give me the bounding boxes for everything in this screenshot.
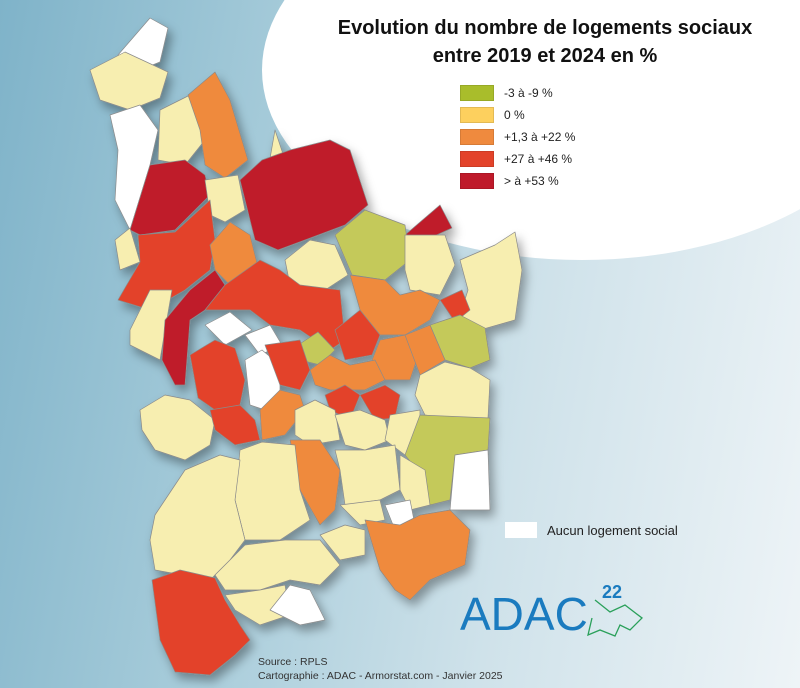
logo-superscript: 22 xyxy=(602,582,622,602)
adac-logo: ADAC 22 xyxy=(460,582,643,640)
commune[interactable] xyxy=(149,454,246,581)
legend-label: 0 % xyxy=(504,108,525,122)
legend-item: > à +53 % xyxy=(460,170,575,192)
commune[interactable] xyxy=(449,449,491,511)
commune[interactable] xyxy=(187,71,249,179)
legend-swatch xyxy=(460,85,494,101)
commune[interactable] xyxy=(161,269,226,386)
commune[interactable] xyxy=(209,404,261,446)
commune[interactable] xyxy=(334,444,401,506)
legend-item: 0 % xyxy=(460,104,575,126)
commune[interactable] xyxy=(89,51,169,111)
title-background xyxy=(262,0,800,260)
commune[interactable] xyxy=(157,94,206,166)
commune[interactable] xyxy=(294,399,341,446)
legend-swatch xyxy=(460,107,494,123)
commune[interactable] xyxy=(339,499,386,526)
legend-label: > à +53 % xyxy=(504,174,559,188)
source-note: Source : RPLS Cartographie : ADAC - Armo… xyxy=(258,655,503,683)
legend-no-housing: Aucun logement social xyxy=(505,522,678,538)
legend-swatch xyxy=(460,129,494,145)
commune[interactable] xyxy=(204,311,253,346)
commune[interactable] xyxy=(404,324,446,376)
commune[interactable] xyxy=(364,509,471,601)
title-line-1: Evolution du nombre de logements sociaux xyxy=(337,17,753,39)
commune[interactable] xyxy=(151,569,251,676)
commune[interactable] xyxy=(189,339,246,411)
legend-swatch xyxy=(460,173,494,189)
legend-item: +27 à +46 % xyxy=(460,148,575,170)
map-title: Evolution du nombre de logements sociaux… xyxy=(300,14,790,70)
legend-swatch xyxy=(505,522,537,538)
legend-item: -3 à -9 % xyxy=(460,82,575,104)
legend-label: -3 à -9 % xyxy=(504,86,553,100)
legend-label: +1,3 à +22 % xyxy=(504,130,576,144)
commune[interactable] xyxy=(404,234,456,296)
department-outline-icon xyxy=(587,599,643,637)
source-line: Source : RPLS xyxy=(258,656,328,668)
title-line-2: entre 2019 et 2024 en % xyxy=(432,45,658,67)
legend-item: +1,3 à +22 % xyxy=(460,126,575,148)
commune[interactable] xyxy=(334,309,381,361)
commune[interactable] xyxy=(114,227,141,271)
legend-label: +27 à +46 % xyxy=(504,152,573,166)
legend-swatch xyxy=(460,151,494,167)
commune[interactable] xyxy=(399,454,431,511)
commune[interactable] xyxy=(239,139,369,251)
commune[interactable] xyxy=(319,524,366,561)
commune[interactable] xyxy=(269,584,326,626)
commune[interactable] xyxy=(214,539,341,591)
legend: -3 à -9 % 0 % +1,3 à +22 % +27 à +46 % >… xyxy=(460,82,575,192)
logo-text: ADAC xyxy=(460,588,588,640)
legend-label: Aucun logement social xyxy=(547,522,678,538)
credits-line: Cartographie : ADAC - Armorstat.com - Ja… xyxy=(258,670,503,682)
commune[interactable] xyxy=(139,394,216,461)
commune[interactable] xyxy=(264,339,311,391)
commune[interactable] xyxy=(309,354,386,391)
commune[interactable] xyxy=(439,289,471,323)
